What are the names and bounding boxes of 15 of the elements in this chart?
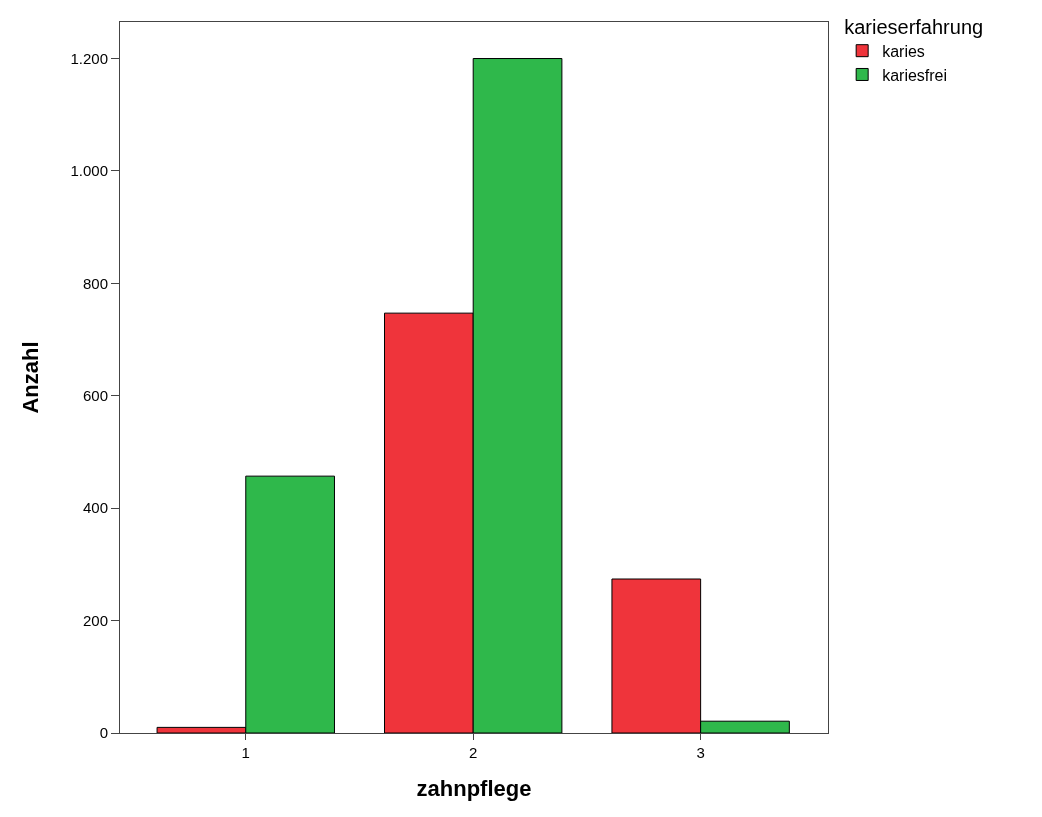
y-tick-label: 400	[82, 499, 108, 517]
x-tick-label: 2	[469, 744, 478, 761]
x-axis-title: zahnpflege	[416, 775, 532, 801]
legend-label: kariesfrei	[882, 66, 948, 84]
y-tick-label: 200	[82, 611, 108, 629]
y-tick-label: 1.200	[70, 49, 108, 67]
y-axis-title: Anzahl	[18, 341, 44, 414]
y-tick-label: 1.000	[70, 162, 108, 180]
y-tick-label: 0	[99, 724, 108, 742]
y-tick-label: 600	[82, 387, 108, 405]
x-tick-label: 3	[696, 744, 705, 761]
x-tick-label: 1	[241, 744, 250, 761]
legend-label: karies	[882, 42, 925, 60]
y-tick-label: 800	[82, 274, 108, 292]
legend-title: karieserfahrung	[844, 15, 984, 38]
